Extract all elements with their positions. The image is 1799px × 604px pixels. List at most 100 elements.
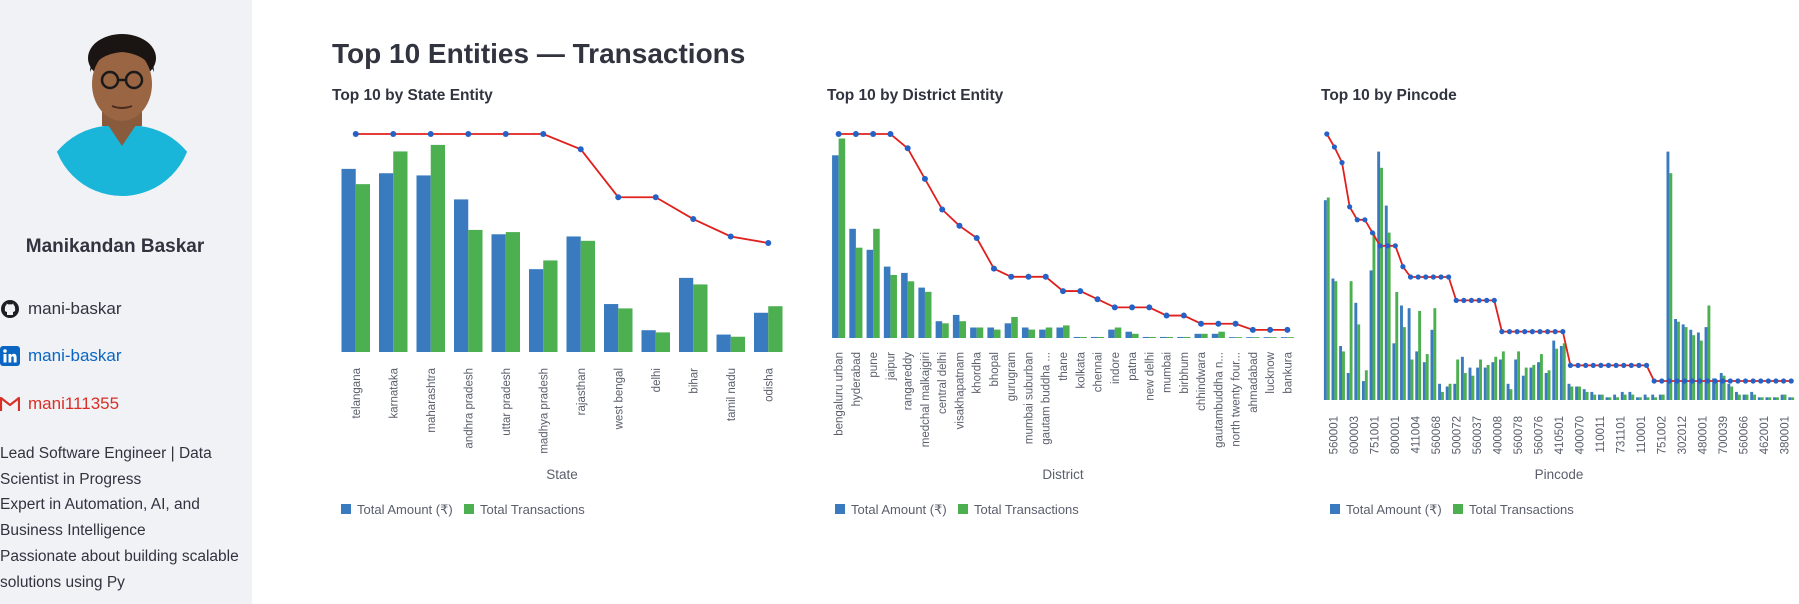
chart-group xyxy=(1323,131,1795,400)
legend-swatch-transactions xyxy=(464,504,474,514)
bar-amount xyxy=(1194,333,1202,338)
tick-label: chennai xyxy=(1093,352,1105,392)
bar-transactions xyxy=(838,138,846,338)
tick-label: ahmadabad xyxy=(1248,352,1260,413)
trend-marker xyxy=(427,131,434,137)
bar-transactions xyxy=(1270,337,1277,338)
tick-label: tamil nadu xyxy=(726,368,738,421)
bar-transactions xyxy=(1433,308,1437,400)
bar-transactions xyxy=(873,228,880,338)
bar-transactions xyxy=(1715,381,1718,400)
trend-marker xyxy=(1146,304,1153,311)
tick-label: bengaluru urban xyxy=(834,352,846,436)
bar-amount xyxy=(1544,373,1548,400)
bar-transactions xyxy=(1692,335,1696,400)
profile-bio: Lead Software Engineer | Data Scientist … xyxy=(0,441,245,595)
linkedin-handle[interactable]: mani-baskar xyxy=(28,346,122,365)
bar-transactions xyxy=(1357,324,1361,400)
bar-transactions xyxy=(1669,173,1673,400)
bar-transactions xyxy=(1745,394,1749,400)
bar-amount xyxy=(1696,332,1700,400)
tick-label: odisha xyxy=(763,367,775,401)
trend-marker xyxy=(1727,378,1733,384)
trend-marker xyxy=(1583,362,1589,368)
github-handle[interactable]: mani-baskar xyxy=(28,299,122,318)
bar-amount xyxy=(1021,327,1029,338)
bar-transactions xyxy=(1730,386,1734,400)
tick-label: chhindwara xyxy=(1196,351,1208,410)
bar-transactions xyxy=(1585,391,1589,400)
bar-transactions xyxy=(1418,310,1422,400)
bar-transactions xyxy=(1661,394,1665,400)
bar-amount xyxy=(1559,346,1563,400)
bar-transactions xyxy=(1456,359,1460,400)
profile-name: Manikandan Baskar xyxy=(25,236,205,257)
tick-label: gurugram xyxy=(1006,352,1018,401)
bar-amount xyxy=(1415,351,1419,400)
trend-marker xyxy=(887,131,894,137)
tick-label: khordha xyxy=(972,351,984,393)
tick-label: 560076 xyxy=(1533,416,1545,454)
trend-marker xyxy=(1780,378,1787,384)
trend-marker xyxy=(835,131,842,137)
tick-label: lucknow xyxy=(1265,351,1277,393)
bar-amount xyxy=(1177,336,1184,338)
tick-label: west bengal xyxy=(613,368,625,430)
tick-label: 462001 xyxy=(1759,416,1771,454)
bar-transactions xyxy=(1011,317,1018,338)
bar-amount xyxy=(1537,362,1540,400)
bar-transactions xyxy=(1201,333,1208,338)
bar-amount xyxy=(1369,270,1373,400)
email-handle[interactable]: mani111355 xyxy=(28,394,120,413)
bar-transactions xyxy=(1631,394,1635,400)
trend-marker xyxy=(990,265,997,272)
bar-amount xyxy=(1597,394,1601,400)
linkedin-link[interactable]: mani-baskar xyxy=(0,343,122,369)
trend-marker xyxy=(615,194,622,201)
trend-marker xyxy=(1324,131,1330,137)
bar-amount xyxy=(1658,394,1662,400)
sidebar: Manikandan Baskar mani-baskar mani-baska… xyxy=(0,0,252,604)
trend-marker xyxy=(1111,304,1118,311)
bar-amount xyxy=(1620,391,1624,400)
bar-amount xyxy=(1727,383,1731,400)
bar-amount xyxy=(1765,397,1769,400)
bar-transactions xyxy=(924,291,932,338)
tick-label: north twenty four... xyxy=(1231,352,1243,447)
trend-marker xyxy=(1468,297,1475,303)
bar-transactions xyxy=(1539,354,1543,400)
bar-transactions xyxy=(890,275,897,338)
bar-transactions xyxy=(1410,359,1414,400)
bar-transactions xyxy=(1722,375,1726,400)
bar-transactions xyxy=(730,336,745,352)
trend-line xyxy=(355,133,769,244)
bar-transactions xyxy=(1334,281,1338,400)
bio-line: solutions using Py xyxy=(0,573,125,591)
bar-transactions xyxy=(1235,337,1243,338)
bar-transactions xyxy=(1463,373,1467,400)
bar-amount xyxy=(1280,337,1288,338)
tick-label: patna xyxy=(1127,351,1139,380)
bar-transactions xyxy=(1753,394,1757,400)
bar-amount xyxy=(1521,375,1525,400)
github-link[interactable]: mani-baskar xyxy=(0,296,122,322)
email-link[interactable]: mani111355 xyxy=(0,391,119,417)
trend-marker xyxy=(1689,378,1695,384)
bar-transactions xyxy=(1570,386,1574,400)
legend-amount: Total Amount (₹) xyxy=(357,502,453,517)
bar-transactions xyxy=(1578,386,1581,400)
trend-marker xyxy=(1636,362,1642,368)
tick-label: 560066 xyxy=(1739,416,1751,454)
bar-transactions xyxy=(505,232,520,352)
bar-amount xyxy=(1506,383,1510,400)
bar-amount xyxy=(1735,391,1738,400)
trend-marker xyxy=(1249,326,1256,333)
tick-label: 700039 xyxy=(1718,416,1730,454)
bar-amount xyxy=(754,312,769,352)
bar-amount xyxy=(604,304,619,352)
bar-transactions xyxy=(1524,367,1528,400)
bar-transactions xyxy=(1326,197,1330,400)
trend-marker xyxy=(1697,378,1703,384)
bar-transactions xyxy=(1218,331,1225,338)
legend-swatch-amount xyxy=(341,504,351,514)
